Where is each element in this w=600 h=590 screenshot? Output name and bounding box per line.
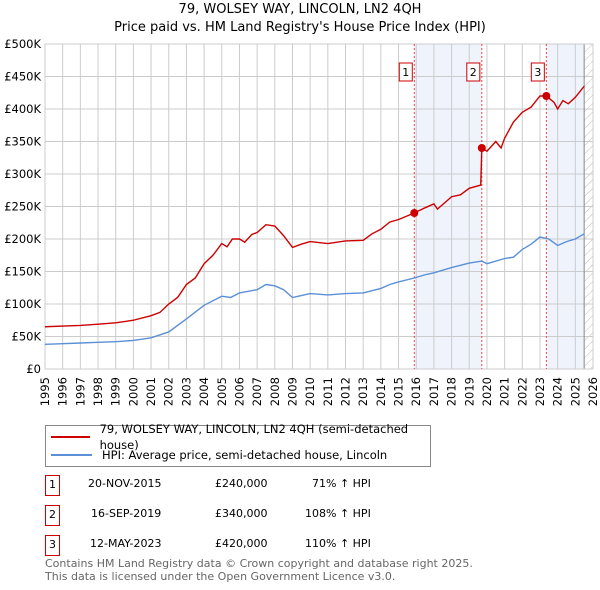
sale-point xyxy=(542,92,551,100)
price-chart: 1995 1996 1997 1998 1999 2000 2001 2002 2003 2004… xyxy=(4,37,600,406)
y-tick-label: £100K xyxy=(4,297,41,311)
sale-marker-box: 1 xyxy=(45,475,60,496)
legend-item-hpi: HPI: Average price, semi-detached house,… xyxy=(51,447,387,463)
x-tick-label: 2026 xyxy=(586,377,600,406)
x-tick-label: 2025 xyxy=(568,377,582,406)
y-tick-label: £300K xyxy=(4,167,41,181)
sale-label: 1 xyxy=(402,66,409,79)
x-tick-label: 1999 xyxy=(109,377,123,406)
y-tick-label: £150K xyxy=(4,265,41,279)
y-tick-label: £200K xyxy=(4,232,41,246)
y-tick-label: £350K xyxy=(4,135,41,149)
sale-date: 12-MAY-2023 xyxy=(90,537,162,550)
footer: Contains HM Land Registry data © Crown c… xyxy=(45,557,473,583)
plot-frame xyxy=(44,43,594,370)
legend-label: HPI: Average price, semi-detached house,… xyxy=(102,448,388,462)
legend-label: 79, WOLSEY WAY, LINCOLN, LN2 4QH (semi-d… xyxy=(99,422,409,452)
x-tick-label: 2023 xyxy=(533,377,547,406)
x-tick-label: 1998 xyxy=(91,377,105,406)
chart-subtitle: Price paid vs. HM Land Registry's House … xyxy=(114,20,486,35)
chart-title: 79, WOLSEY WAY, LINCOLN, LN2 4QH xyxy=(178,2,422,17)
y-tick-label: £250K xyxy=(4,200,41,214)
sale-price: £340,000 xyxy=(215,507,268,520)
legend-item-property: 79, WOLSEY WAY, LINCOLN, LN2 4QH (semi-d… xyxy=(51,422,430,452)
x-tick-label: 1997 xyxy=(73,377,87,406)
sale-label-box xyxy=(466,62,481,82)
x-tick-label: 2010 xyxy=(303,377,317,406)
sale-label-box xyxy=(530,62,545,82)
y-tick-label: £50K xyxy=(12,330,42,344)
x-tick-label: 2007 xyxy=(250,377,264,406)
sale-label: 3 xyxy=(534,66,541,79)
sale-price: £240,000 xyxy=(215,477,268,490)
x-tick-label: 2021 xyxy=(498,377,512,406)
x-tick-label: 2000 xyxy=(126,377,140,406)
red-line-swatch xyxy=(51,436,90,438)
blue-line-swatch xyxy=(51,454,92,456)
x-tick-label: 1996 xyxy=(56,377,70,406)
price-line xyxy=(44,85,585,328)
legend: 79, WOLSEY WAY, LINCOLN, LN2 4QH (semi-d… xyxy=(45,422,431,467)
x-tick-label: 2008 xyxy=(268,377,282,406)
x-tick-label: 2016 xyxy=(409,377,423,406)
x-tick-label: 2001 xyxy=(144,377,158,406)
sale-hpi: 71% ↑ HPI xyxy=(312,477,371,490)
x-tick-label: 2019 xyxy=(462,377,476,406)
sale-price: £420,000 xyxy=(215,537,268,550)
x-tick-label: 2014 xyxy=(374,377,388,406)
y-tick-label: £400K xyxy=(4,102,41,116)
sale-date: 16-SEP-2019 xyxy=(91,507,162,520)
x-tick-label: 2005 xyxy=(215,377,229,406)
x-tick-label: 2015 xyxy=(392,377,406,406)
x-tick-label: 2002 xyxy=(162,377,176,406)
x-tick-label: 2009 xyxy=(285,377,299,406)
x-tick-label: 2013 xyxy=(356,377,370,406)
x-tick-label: 2012 xyxy=(339,377,353,406)
x-tick-label: 2020 xyxy=(480,377,494,406)
y-tick-label: £0 xyxy=(26,362,41,376)
footer-line: Contains HM Land Registry data © Crown c… xyxy=(45,557,473,570)
sale-point xyxy=(410,209,419,217)
y-tick-label: £500K xyxy=(4,37,41,51)
x-tick-label: 2003 xyxy=(179,377,193,406)
sale-marker-box: 2 xyxy=(45,505,60,526)
footer-line: This data is licensed under the Open Gov… xyxy=(45,570,396,583)
sale-marker-box: 3 xyxy=(45,535,60,556)
x-tick-label: 1995 xyxy=(38,377,52,406)
hpi-line xyxy=(44,233,585,345)
y-tick-label: £450K xyxy=(4,70,41,84)
x-tick-label: 2004 xyxy=(197,377,211,406)
sale-label: 2 xyxy=(470,66,477,79)
x-tick-label: 2006 xyxy=(232,377,246,406)
x-tick-label: 2018 xyxy=(445,377,459,406)
sale-point xyxy=(477,144,486,152)
sale-hpi: 108% ↑ HPI xyxy=(305,507,371,520)
x-tick-label: 2011 xyxy=(321,377,335,406)
sale-date: 20-NOV-2015 xyxy=(88,477,162,490)
sale-label-box xyxy=(398,62,413,82)
x-tick-label: 2024 xyxy=(551,377,565,406)
x-tick-label: 2022 xyxy=(515,377,529,406)
sale-hpi: 110% ↑ HPI xyxy=(305,537,371,550)
x-tick-label: 2017 xyxy=(427,377,441,406)
